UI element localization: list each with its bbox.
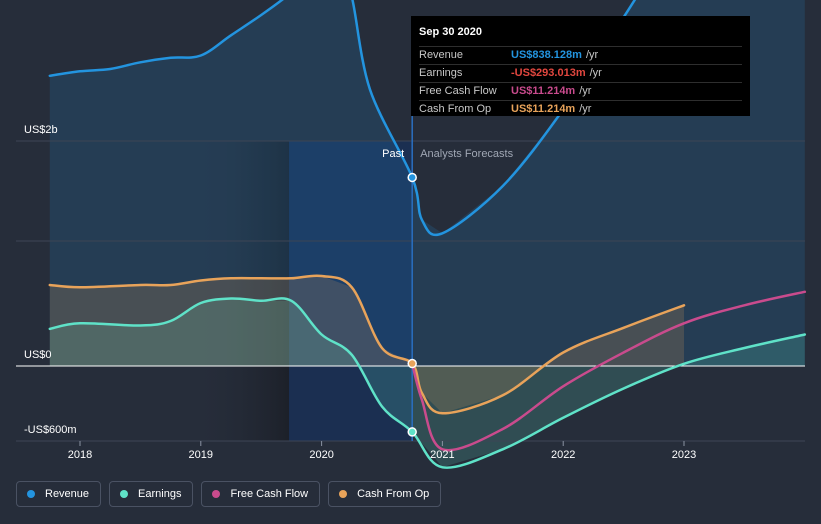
- legend-label: Revenue: [45, 488, 90, 500]
- tooltip-row-value: US$11.214m: [511, 103, 576, 115]
- legend-dot-icon: [339, 490, 348, 498]
- tooltip-row-name: Earnings: [419, 67, 463, 79]
- past-label: Past: [382, 148, 404, 160]
- past-shade-gradient: [190, 141, 290, 441]
- tooltip-row-name: Cash From Op: [419, 103, 492, 115]
- x-tick-label: 2018: [68, 449, 92, 461]
- tooltip-row-unit: /yr: [585, 49, 599, 61]
- legend-item-cash-from-op[interactable]: Cash From Op: [328, 481, 442, 507]
- tooltip-row-free-cash-flow: Free Cash Flow US$11.214m /yr: [419, 82, 742, 100]
- legend: Revenue Earnings Free Cash Flow Cash Fro…: [16, 481, 442, 507]
- chart-background: [190, 141, 413, 441]
- legend-label: Cash From Op: [357, 488, 430, 500]
- tooltip-date: Sep 30 2020: [419, 26, 482, 38]
- x-tick-label: 2020: [309, 449, 333, 461]
- series-line-free-cash-flow: [410, 290, 807, 452]
- legend-label: Earnings: [138, 488, 182, 500]
- y-tick-label: US$2b: [24, 124, 58, 136]
- forecast-label: Analysts Forecasts: [420, 148, 513, 160]
- tooltip-row-unit: /yr: [579, 85, 592, 97]
- tooltip-row-cash-from-op: Cash From Op US$11.214m /yr: [419, 100, 742, 118]
- series-line-earnings: [48, 297, 807, 469]
- tooltip: Sep 30 2020 Revenue US$838.128m /yr Earn…: [411, 16, 750, 116]
- legend-item-free-cash-flow[interactable]: Free Cash Flow: [201, 481, 321, 507]
- series-line-cash-from-op: [48, 274, 686, 415]
- tooltip-row-name: Free Cash Flow: [419, 85, 497, 97]
- legend-item-revenue[interactable]: Revenue: [16, 481, 102, 507]
- x-tick-label: 2022: [551, 449, 575, 461]
- marker-cash-from-op: [407, 358, 417, 369]
- legend-dot-icon: [212, 490, 221, 498]
- x-tick-label: 2023: [672, 449, 696, 461]
- tooltip-row-value: US$838.128m: [511, 49, 582, 61]
- tooltip-row-name: Revenue: [419, 49, 464, 61]
- tooltip-row-value: US$11.214m: [511, 85, 576, 97]
- area-fill-earnings: [49, 298, 805, 468]
- tooltip-row-unit: /yr: [579, 103, 592, 115]
- legend-item-earnings[interactable]: Earnings: [109, 481, 194, 507]
- legend-dot-icon: [120, 490, 129, 498]
- chart-labels: US$2b US$0 -US$600m 2018 2019 2020 2021 2022 202…: [24, 124, 696, 461]
- y-tick-label: US$0: [24, 349, 52, 361]
- past-highlight-region: [289, 141, 413, 441]
- tooltip-row-revenue: Revenue US$838.128m /yr: [419, 46, 742, 64]
- marker-revenue: [407, 172, 417, 183]
- marker-earnings: [407, 427, 417, 437]
- legend-label: Free Cash Flow: [230, 488, 309, 500]
- tooltip-row-unit: /yr: [589, 67, 602, 79]
- x-tick-label: 2019: [189, 449, 213, 461]
- y-tick-label: -US$600m: [24, 424, 77, 436]
- tooltip-row-value: -US$293.013m: [511, 67, 586, 79]
- chart-markers: [407, 172, 417, 437]
- tooltip-row-earnings: Earnings -US$293.013m /yr: [419, 64, 742, 82]
- x-tick-label: 2021: [430, 449, 454, 461]
- legend-dot-icon: [27, 490, 35, 498]
